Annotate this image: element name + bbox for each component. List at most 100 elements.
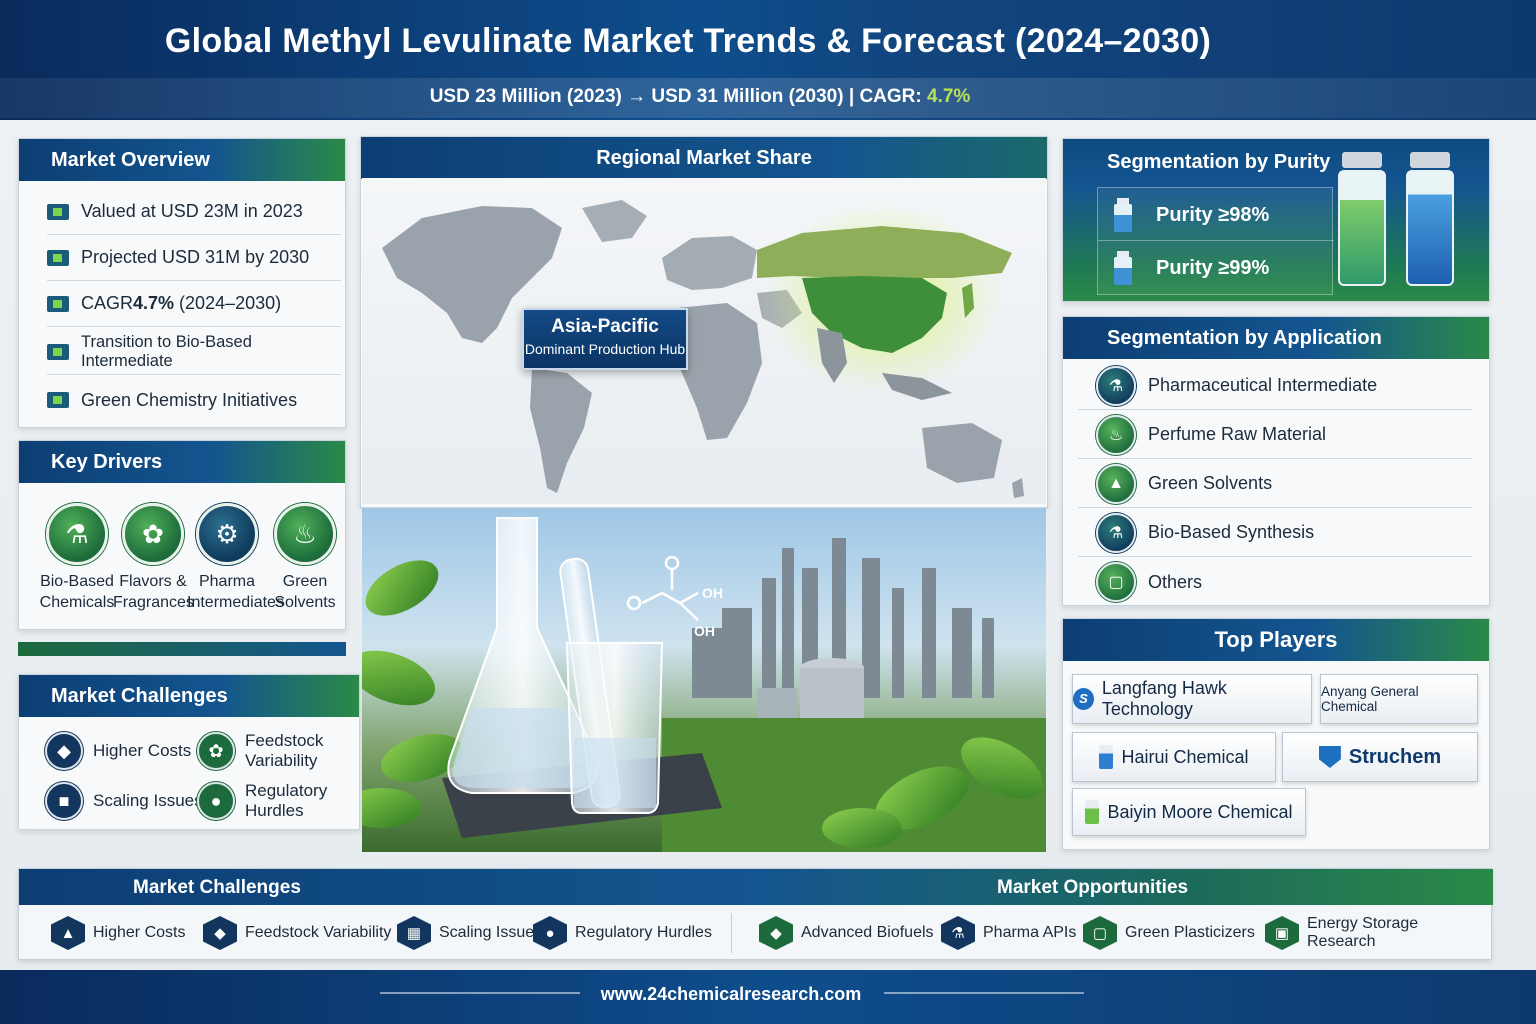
green-bottle-icon <box>1338 152 1386 286</box>
divider-bar <box>18 642 346 656</box>
player-name: Hairui Chemical <box>1121 746 1249 767</box>
overview-item: CAGR 4.7% (2024–2030) <box>47 281 341 327</box>
purity-label: Purity ≥99% <box>1156 256 1270 279</box>
bottom-item-label: Scaling Issues <box>439 924 543 941</box>
leaves-right <box>822 737 1043 848</box>
application-item: ⚗ Pharmaceutical Intermediate <box>1078 362 1472 410</box>
market-overview-panel: Market Overview Valued at USD 23M in 202… <box>18 138 346 428</box>
player-baiyin-moore: Baiyin Moore Chemical <box>1072 788 1306 836</box>
overview-item: Green Chemistry Initiatives <box>47 377 341 423</box>
leaf-icon: ✿ <box>197 732 235 770</box>
world-map <box>362 178 1046 504</box>
driver-label: Chemicals <box>39 594 115 611</box>
footer-url[interactable]: www.24chemicalresearch.com <box>600 984 862 1004</box>
footer-line-right <box>884 992 1084 994</box>
purity-label: Purity ≥98% <box>1156 203 1270 226</box>
flask-icon: ⚗ <box>46 503 108 565</box>
pharma-icon: ⚙ <box>196 503 258 565</box>
overview-item-label: CAGR <box>81 293 134 313</box>
cagr-value: 4.7% <box>927 86 971 107</box>
world-map-graphic <box>382 200 1024 498</box>
overview-item-label: Green Chemistry Initiatives <box>81 389 298 410</box>
oh-label: OH <box>694 623 715 639</box>
overview-item-label: Valued at USD 23M in 2023 <box>81 201 303 221</box>
location-icon: ● <box>533 916 567 950</box>
driver-label: Intermediates <box>187 594 284 611</box>
driver-label: Pharma <box>198 573 256 590</box>
leaves-left <box>362 560 463 828</box>
bottom-challenge-item: ◆ Feedstock Variability <box>203 913 391 953</box>
key-drivers-title: Key Drivers <box>19 441 345 483</box>
australia-shape <box>922 423 1002 483</box>
lab-plant-image: OH OH <box>362 508 1046 852</box>
vial-icon <box>1085 800 1100 824</box>
bottle-icon: ♨ <box>274 503 336 565</box>
application-item: ▲ Green Solvents <box>1078 460 1472 508</box>
application-title: Segmentation by Application <box>1063 317 1489 359</box>
bottom-item-label: Pharma APIs <box>983 924 1077 941</box>
application-item: ⚗ Bio-Based Synthesis <box>1078 509 1472 557</box>
bullet-icon <box>47 343 69 360</box>
flask-icon: ⚗ <box>1096 512 1136 553</box>
bottom-item-label: Feedstock Variability <box>245 924 392 941</box>
footer-bar: www.24chemicalresearch.com <box>0 970 1536 1024</box>
bottle-icon: ♨ <box>1096 414 1136 455</box>
bottom-item-label: Energy Storage Research <box>1307 915 1419 950</box>
driver-label: Bio-Based <box>40 573 114 590</box>
purity-item-98: Purity ≥98% <box>1098 190 1334 240</box>
biofuel-icon: ◆ <box>759 916 793 950</box>
vial-icon <box>1099 745 1114 769</box>
box-icon: ▢ <box>1096 562 1136 602</box>
energy-storage-icon: ▣ <box>1265 916 1299 950</box>
greenland-shape <box>582 200 647 242</box>
driver-flavors-fragrances: ✿ Flavors & Fragrances <box>113 503 194 613</box>
application-label: Others <box>1148 571 1203 592</box>
driver-green-solvents: ♨ Green Solvents <box>265 503 345 613</box>
player-name: Langfang Hawk Technology <box>1101 678 1227 719</box>
player-name: Struchem <box>1348 745 1442 768</box>
overview-item: Projected USD 31M by 2030 <box>47 235 341 281</box>
shield-icon <box>1318 746 1341 768</box>
page-title: Global Methyl Levulinate Market Trends &… <box>164 22 1212 60</box>
molecule-structure <box>626 555 699 621</box>
bottom-challenge-item: ▦ Scaling Issues <box>397 913 542 953</box>
southeast-asia-shape <box>882 373 952 400</box>
africa-shape <box>667 303 762 440</box>
lock-icon: ■ <box>45 782 83 820</box>
challenge-label: Regulatory Hurdles <box>245 781 328 820</box>
north-america-shape <box>382 206 562 343</box>
market-overview-title: Market Overview <box>19 139 345 181</box>
purity-item-99: Purity ≥99% <box>1098 243 1334 293</box>
cost-icon: ▲ <box>51 916 85 950</box>
overview-item-label: Projected USD 31M by 2030 <box>81 247 310 267</box>
application-label: Perfume Raw Material <box>1148 424 1327 444</box>
bottom-item-label: Higher Costs <box>93 924 186 941</box>
bottom-opportunity-item: ⚗ Pharma APIs <box>941 913 1076 953</box>
challenge-label: Scaling Issues <box>93 791 203 810</box>
feedstock-icon: ◆ <box>203 916 237 950</box>
factory-skyline <box>692 538 994 733</box>
blue-bottle-icon <box>1406 152 1454 286</box>
player-hairui-chemical: Hairui Chemical <box>1072 732 1276 782</box>
bottom-item-label: Regulatory Hurdles <box>575 924 712 941</box>
flask-icon: ⚗ <box>1096 365 1136 406</box>
hub-subtitle: Dominant Production Hub <box>524 341 686 357</box>
top-players-title: Top Players <box>1063 619 1489 661</box>
japan-shape <box>962 283 974 318</box>
footer-line-left <box>380 992 580 994</box>
challenge-higher-costs: ◆ Higher Costs <box>45 729 191 773</box>
player-anyang-general: Anyang General Chemical <box>1320 674 1478 724</box>
bottom-challenge-item: ● Regulatory Hurdles <box>533 913 712 953</box>
pharma-icon: ⚗ <box>941 916 975 950</box>
bottom-summary-bar: Market Challenges Market Opportunities ▲… <box>18 868 1493 960</box>
bottom-summary-header <box>19 869 1493 905</box>
fragrance-icon: ✿ <box>122 503 184 565</box>
driver-pharma-intermediates: ⚙ Pharma Intermediates <box>187 503 284 613</box>
challenge-feedstock-variability: ✿ Feedstock Variability <box>197 729 359 773</box>
plasticizer-icon: ▢ <box>1083 916 1117 950</box>
challenge-scaling-issues: ■ Scaling Issues <box>45 779 203 823</box>
cost-icon: ◆ <box>45 732 83 770</box>
vial-icon <box>1112 198 1134 232</box>
driver-label: Green <box>282 573 328 590</box>
application-label: Pharmaceutical Intermediate <box>1148 375 1378 395</box>
